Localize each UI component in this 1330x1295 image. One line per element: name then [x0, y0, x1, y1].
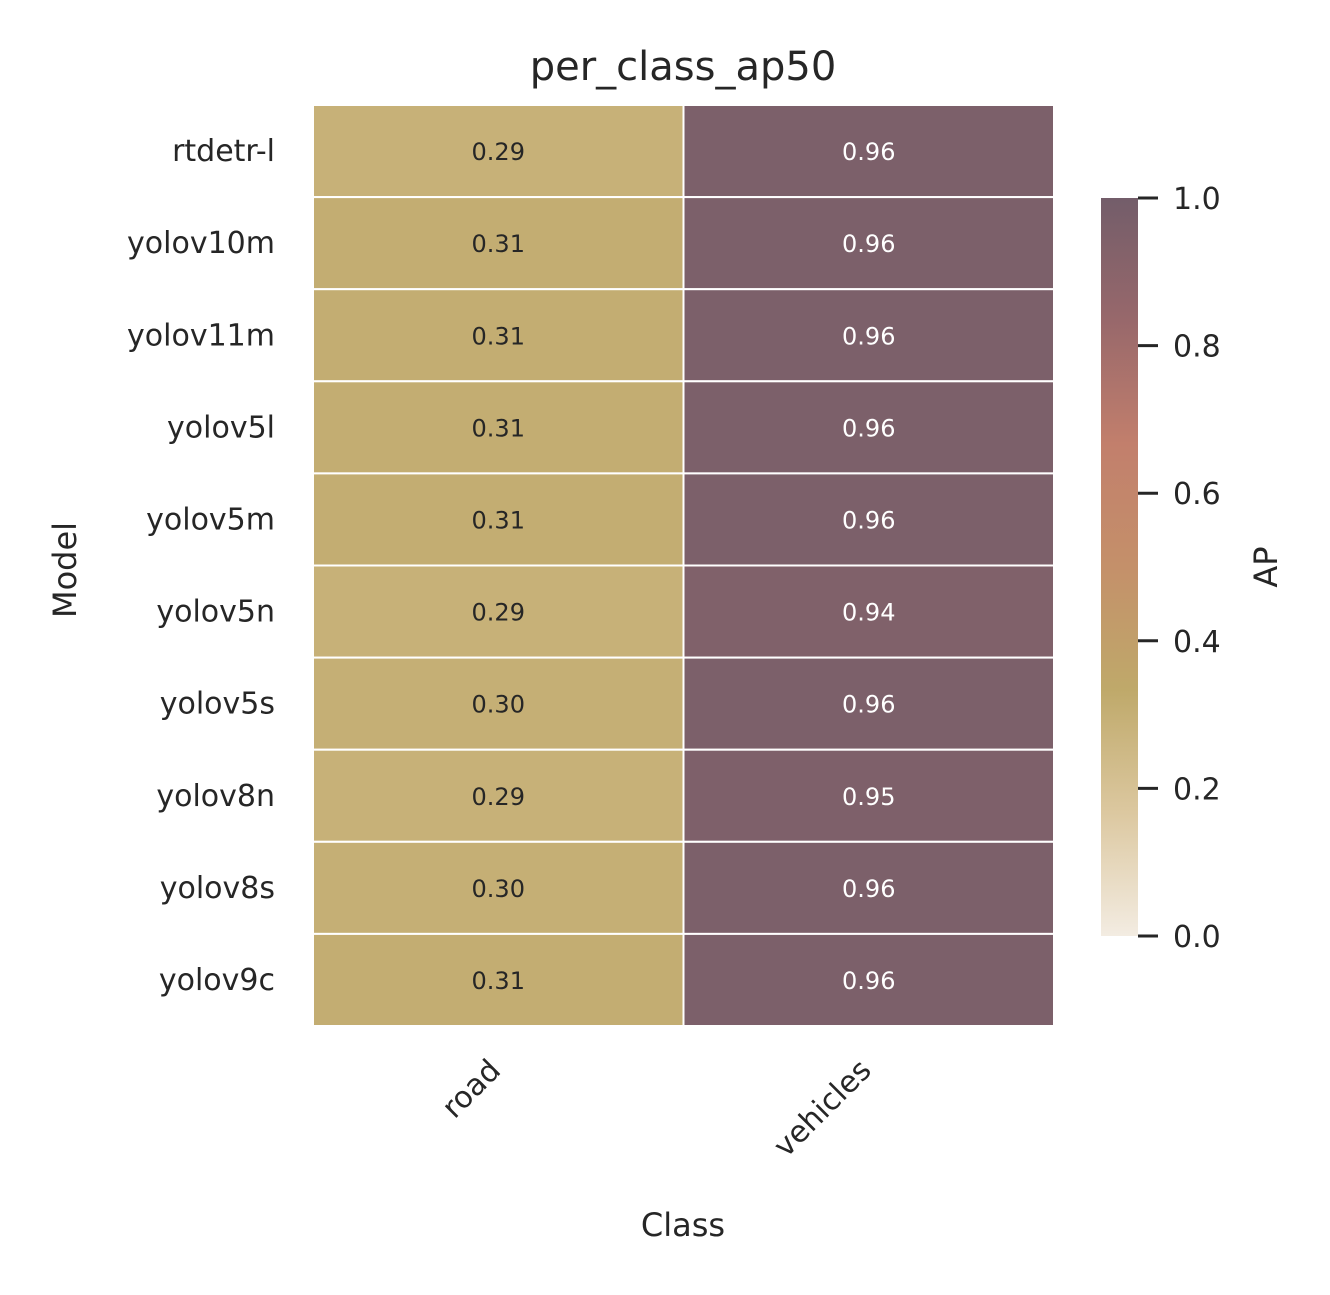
y-tick-label: yolov8s: [160, 871, 275, 906]
x-axis-label: Class: [641, 1206, 725, 1244]
colorbar-tick-label: 0.0: [1173, 920, 1221, 955]
heatmap-cell-label: 0.95: [842, 783, 895, 811]
y-tick-label: yolov5l: [167, 410, 275, 445]
x-tick-label: road: [435, 1053, 507, 1125]
colorbar-tick-label: 1.0: [1173, 182, 1221, 217]
y-tick-label: yolov10m: [127, 226, 275, 261]
heatmap-cell-label: 0.96: [842, 506, 895, 534]
y-tick-label: yolov5n: [156, 595, 275, 630]
heatmap-cell: [682, 656, 1055, 751]
heatmap-cell-label: 0.29: [472, 783, 525, 811]
heatmap-cell: [312, 104, 685, 199]
heatmap-cell-label: 0.29: [472, 599, 525, 627]
colorbar-tick-label: 0.4: [1173, 625, 1221, 660]
heatmap-cell-label: 0.31: [472, 967, 525, 995]
y-tick-labels: rtdetr-l yolov10m yolov11m yolov5l yolov5m yo…: [127, 134, 275, 998]
heatmap-cell: [682, 288, 1055, 383]
heatmap-cell-label: 0.31: [472, 322, 525, 350]
y-tick-label: yolov8n: [156, 779, 275, 814]
y-tick-label: yolov5m: [146, 502, 275, 537]
heatmap-cell-label: 0.96: [842, 138, 895, 166]
colorbar-tick-label: 0.2: [1173, 772, 1221, 807]
heatmap-cell-label: 0.96: [842, 875, 895, 903]
colorbar-ticks: 0.0 0.2 0.4 0.6 0.8 1.0: [1138, 182, 1221, 955]
heatmap-cell-label: 0.96: [842, 691, 895, 719]
heatmap-cell-label: 0.96: [842, 230, 895, 258]
heatmap-cell: [682, 104, 1055, 199]
heatmap-cell: [682, 196, 1055, 291]
x-tick-label: vehicles: [767, 1053, 878, 1164]
heatmap-cell: [682, 748, 1055, 843]
heatmap-cell-label: 0.96: [842, 322, 895, 350]
heatmap-cell: [312, 656, 685, 751]
y-tick-label: yolov11m: [127, 318, 275, 353]
heatmap-cell-labels: 0.29 0.96 0.31 0.96 0.31 0.96 0.31 0.96 0.31 0.96…: [472, 138, 896, 995]
colorbar: [1101, 198, 1138, 936]
y-tick-label: yolov9c: [159, 963, 275, 998]
heatmap-cell-label: 0.96: [842, 414, 895, 442]
y-axis-label: Model: [46, 522, 84, 618]
y-tick-label: yolov5s: [160, 687, 275, 722]
colorbar-tick-label: 0.6: [1173, 477, 1221, 512]
heatmap-cell: [682, 564, 1055, 659]
heatmap-cell-label: 0.31: [472, 414, 525, 442]
colorbar-label: AP: [1247, 546, 1285, 587]
heatmap-cell-label: 0.31: [472, 506, 525, 534]
heatmap-cell-label: 0.94: [842, 599, 895, 627]
heatmap-cell-label: 0.31: [472, 230, 525, 258]
heatmap-cell: [682, 380, 1055, 475]
y-tick-label: rtdetr-l: [172, 134, 275, 169]
heatmap-cell: [312, 288, 685, 383]
colorbar-tick-label: 0.8: [1173, 330, 1221, 365]
chart-title: per_class_ap50: [530, 44, 837, 90]
heatmap-cell: [682, 932, 1055, 1028]
heatmap-cell: [682, 840, 1055, 935]
heatmap-cell: [312, 840, 685, 935]
heatmap-cell-label: 0.30: [472, 691, 525, 719]
heatmap-cell-label: 0.29: [472, 138, 525, 166]
heatmap-cell: [312, 932, 685, 1028]
heatmap-cells: [312, 104, 1055, 1028]
heatmap-cell-label: 0.30: [472, 875, 525, 903]
x-tick-labels: road vehicles: [435, 1053, 878, 1164]
heatmap-cell-label: 0.96: [842, 967, 895, 995]
heatmap-cell: [682, 472, 1055, 567]
heatmap-cell: [312, 196, 685, 291]
